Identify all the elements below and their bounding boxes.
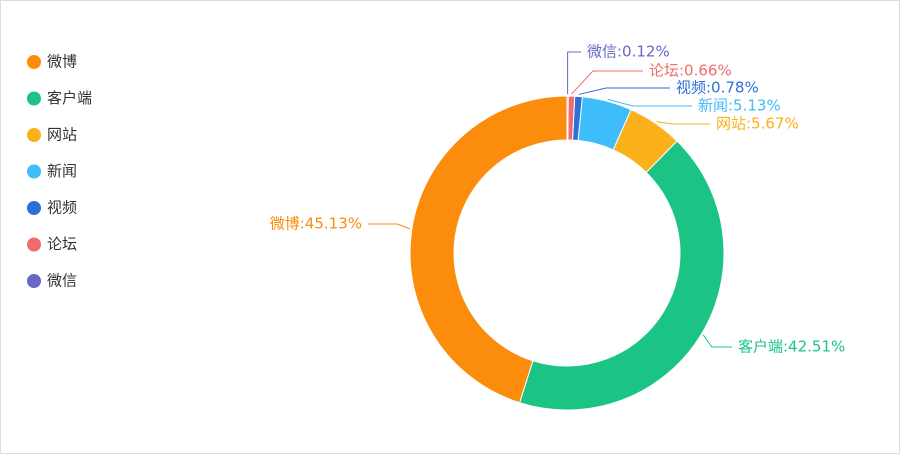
legend-marker [27,91,41,106]
legend-label: 视频 [47,199,77,217]
data-label: 客户端:42.51% [738,338,845,356]
legend-label: 网站 [47,126,77,144]
leader-line [702,334,732,348]
legend-marker [27,55,41,69]
leader-line [578,87,670,95]
legend-label: 微信 [47,272,77,290]
leader-line [567,51,581,95]
legend-label: 客户端 [47,89,92,107]
legend-label: 新闻 [47,162,77,180]
legend-marker [27,128,41,142]
legend-marker [27,201,41,215]
legend-marker [27,164,41,179]
legend-label: 论坛 [47,235,77,253]
data-label: 网站:5.67% [716,115,799,133]
legend-label: 微博 [47,53,77,71]
donut-slice [409,95,568,404]
donut-slice [519,140,725,411]
data-label: 微博:45.13% [270,215,362,233]
data-label: 新闻:5.13% [698,97,781,115]
data-label: 论坛:0.66% [649,62,732,80]
donut-slice [566,95,569,141]
leader-line [656,121,710,125]
legend-marker [27,274,41,288]
data-label: 视频:0.78% [676,79,759,97]
legend-marker [27,237,41,252]
data-label: 微信:0.12% [587,43,670,61]
leader-line [368,223,411,230]
leader-line [607,98,692,107]
leader-line [571,70,643,95]
